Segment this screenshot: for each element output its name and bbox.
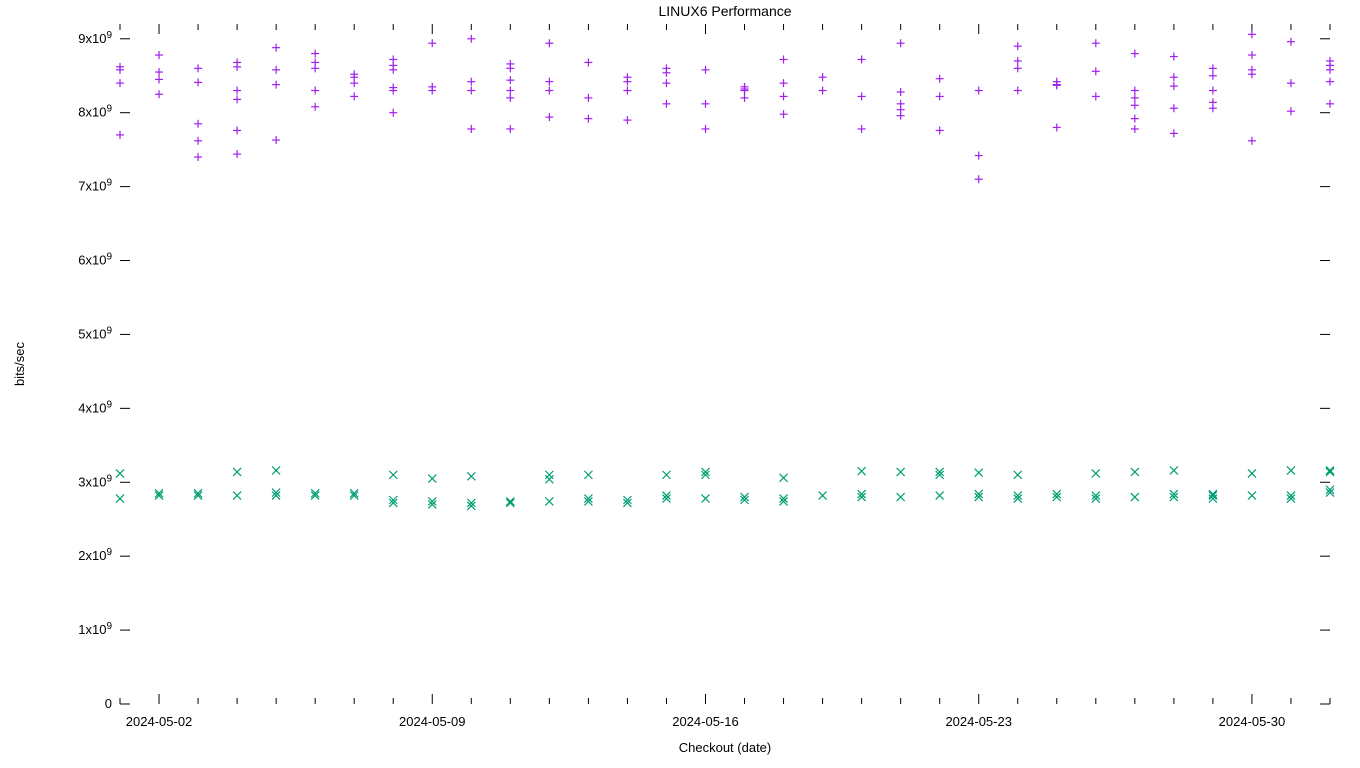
x-tick-label: 2024-05-09 [399, 714, 466, 729]
performance-chart: 01x1092x1093x1094x1095x1096x1097x1098x10… [0, 0, 1360, 768]
y-tick-label: 0 [105, 696, 112, 711]
chart-title: LINUX6 Performance [658, 3, 791, 19]
chart-background [0, 0, 1360, 768]
y-axis-label: bits/sec [12, 341, 27, 386]
x-tick-label: 2024-05-02 [126, 714, 193, 729]
x-tick-label: 2024-05-30 [1219, 714, 1286, 729]
x-axis-label: Checkout (date) [679, 740, 772, 755]
x-tick-label: 2024-05-16 [672, 714, 739, 729]
x-tick-label: 2024-05-23 [945, 714, 1012, 729]
